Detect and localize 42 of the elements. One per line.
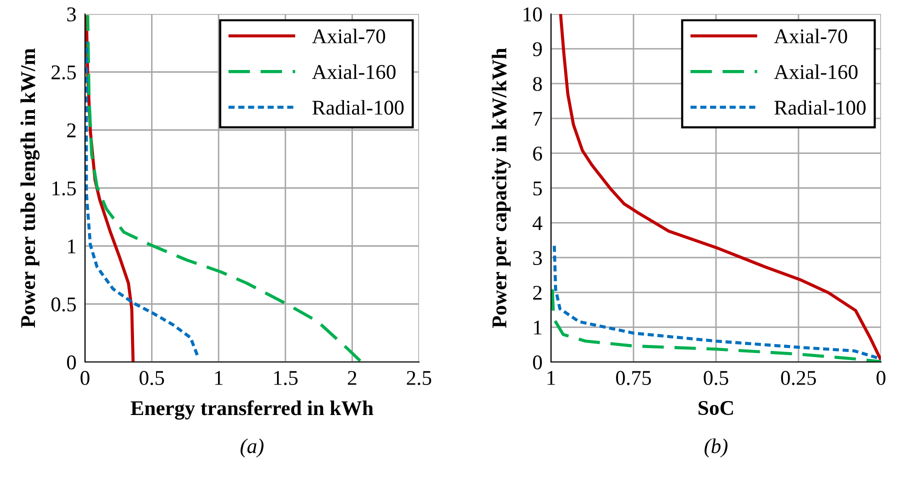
legend-label: Axial-160 bbox=[312, 64, 396, 80]
y-tick-label: 0 bbox=[67, 355, 76, 370]
legend-label: Radial-100 bbox=[312, 100, 404, 115]
y-axis-title: Power per tube length in kW/m bbox=[20, 48, 40, 328]
legend-label: Axial-70 bbox=[312, 28, 386, 44]
line-series bbox=[85, 40, 199, 357]
y-tick-label: 1 bbox=[68, 239, 76, 254]
x-axis-title: SoC bbox=[698, 401, 733, 415]
text: (b) bbox=[704, 438, 728, 458]
x-tick-label: 2 bbox=[348, 370, 356, 385]
x-tick-label: 2.5 bbox=[406, 370, 432, 386]
y-tick-label: 1 bbox=[534, 320, 542, 334]
y-tick-label: 3 bbox=[67, 7, 76, 22]
x-tick-label: 1 bbox=[215, 371, 223, 385]
y-tick-label: 5 bbox=[533, 182, 542, 196]
y-tick-label: 2 bbox=[533, 286, 542, 300]
text: (a) bbox=[240, 438, 264, 458]
y-tick-label: 0 bbox=[533, 355, 542, 370]
x-axis-title: Energy transferred in kWh bbox=[130, 400, 374, 420]
y-tick-label: 3 bbox=[533, 251, 542, 266]
legend-label: Axial-70 bbox=[774, 28, 848, 44]
y-tick-label: 2 bbox=[67, 123, 76, 138]
legend-label: Axial-160 bbox=[774, 64, 858, 80]
y-tick-label: 4 bbox=[532, 216, 542, 230]
x-tick-label: 0.75 bbox=[616, 370, 651, 386]
x-tick-label: 0.5 bbox=[140, 370, 164, 386]
y-tick-label: 10 bbox=[524, 7, 542, 22]
y-tick-label: 0.5 bbox=[51, 297, 76, 312]
x-tick-label: 0.25 bbox=[781, 370, 816, 386]
x-tick-label: 0 bbox=[80, 370, 90, 385]
x-tick-label: 0.5 bbox=[704, 370, 728, 386]
y-tick-label: 9 bbox=[532, 42, 542, 56]
legend-label: Radial-100 bbox=[774, 100, 866, 115]
y-tick-label: 2.5 bbox=[52, 65, 76, 80]
x-tick-label: 1 bbox=[548, 371, 555, 385]
x-tick-label: 0 bbox=[876, 370, 886, 385]
y-tick-label: 1.5 bbox=[52, 181, 76, 196]
y-tick-label: 6 bbox=[533, 146, 542, 161]
y-axis-title: Power per capacity in kW/kWh bbox=[492, 48, 511, 328]
x-tick-label: 1.5 bbox=[274, 371, 298, 386]
y-tick-label: 8 bbox=[533, 76, 542, 92]
y-tick-label: 7 bbox=[534, 112, 542, 126]
